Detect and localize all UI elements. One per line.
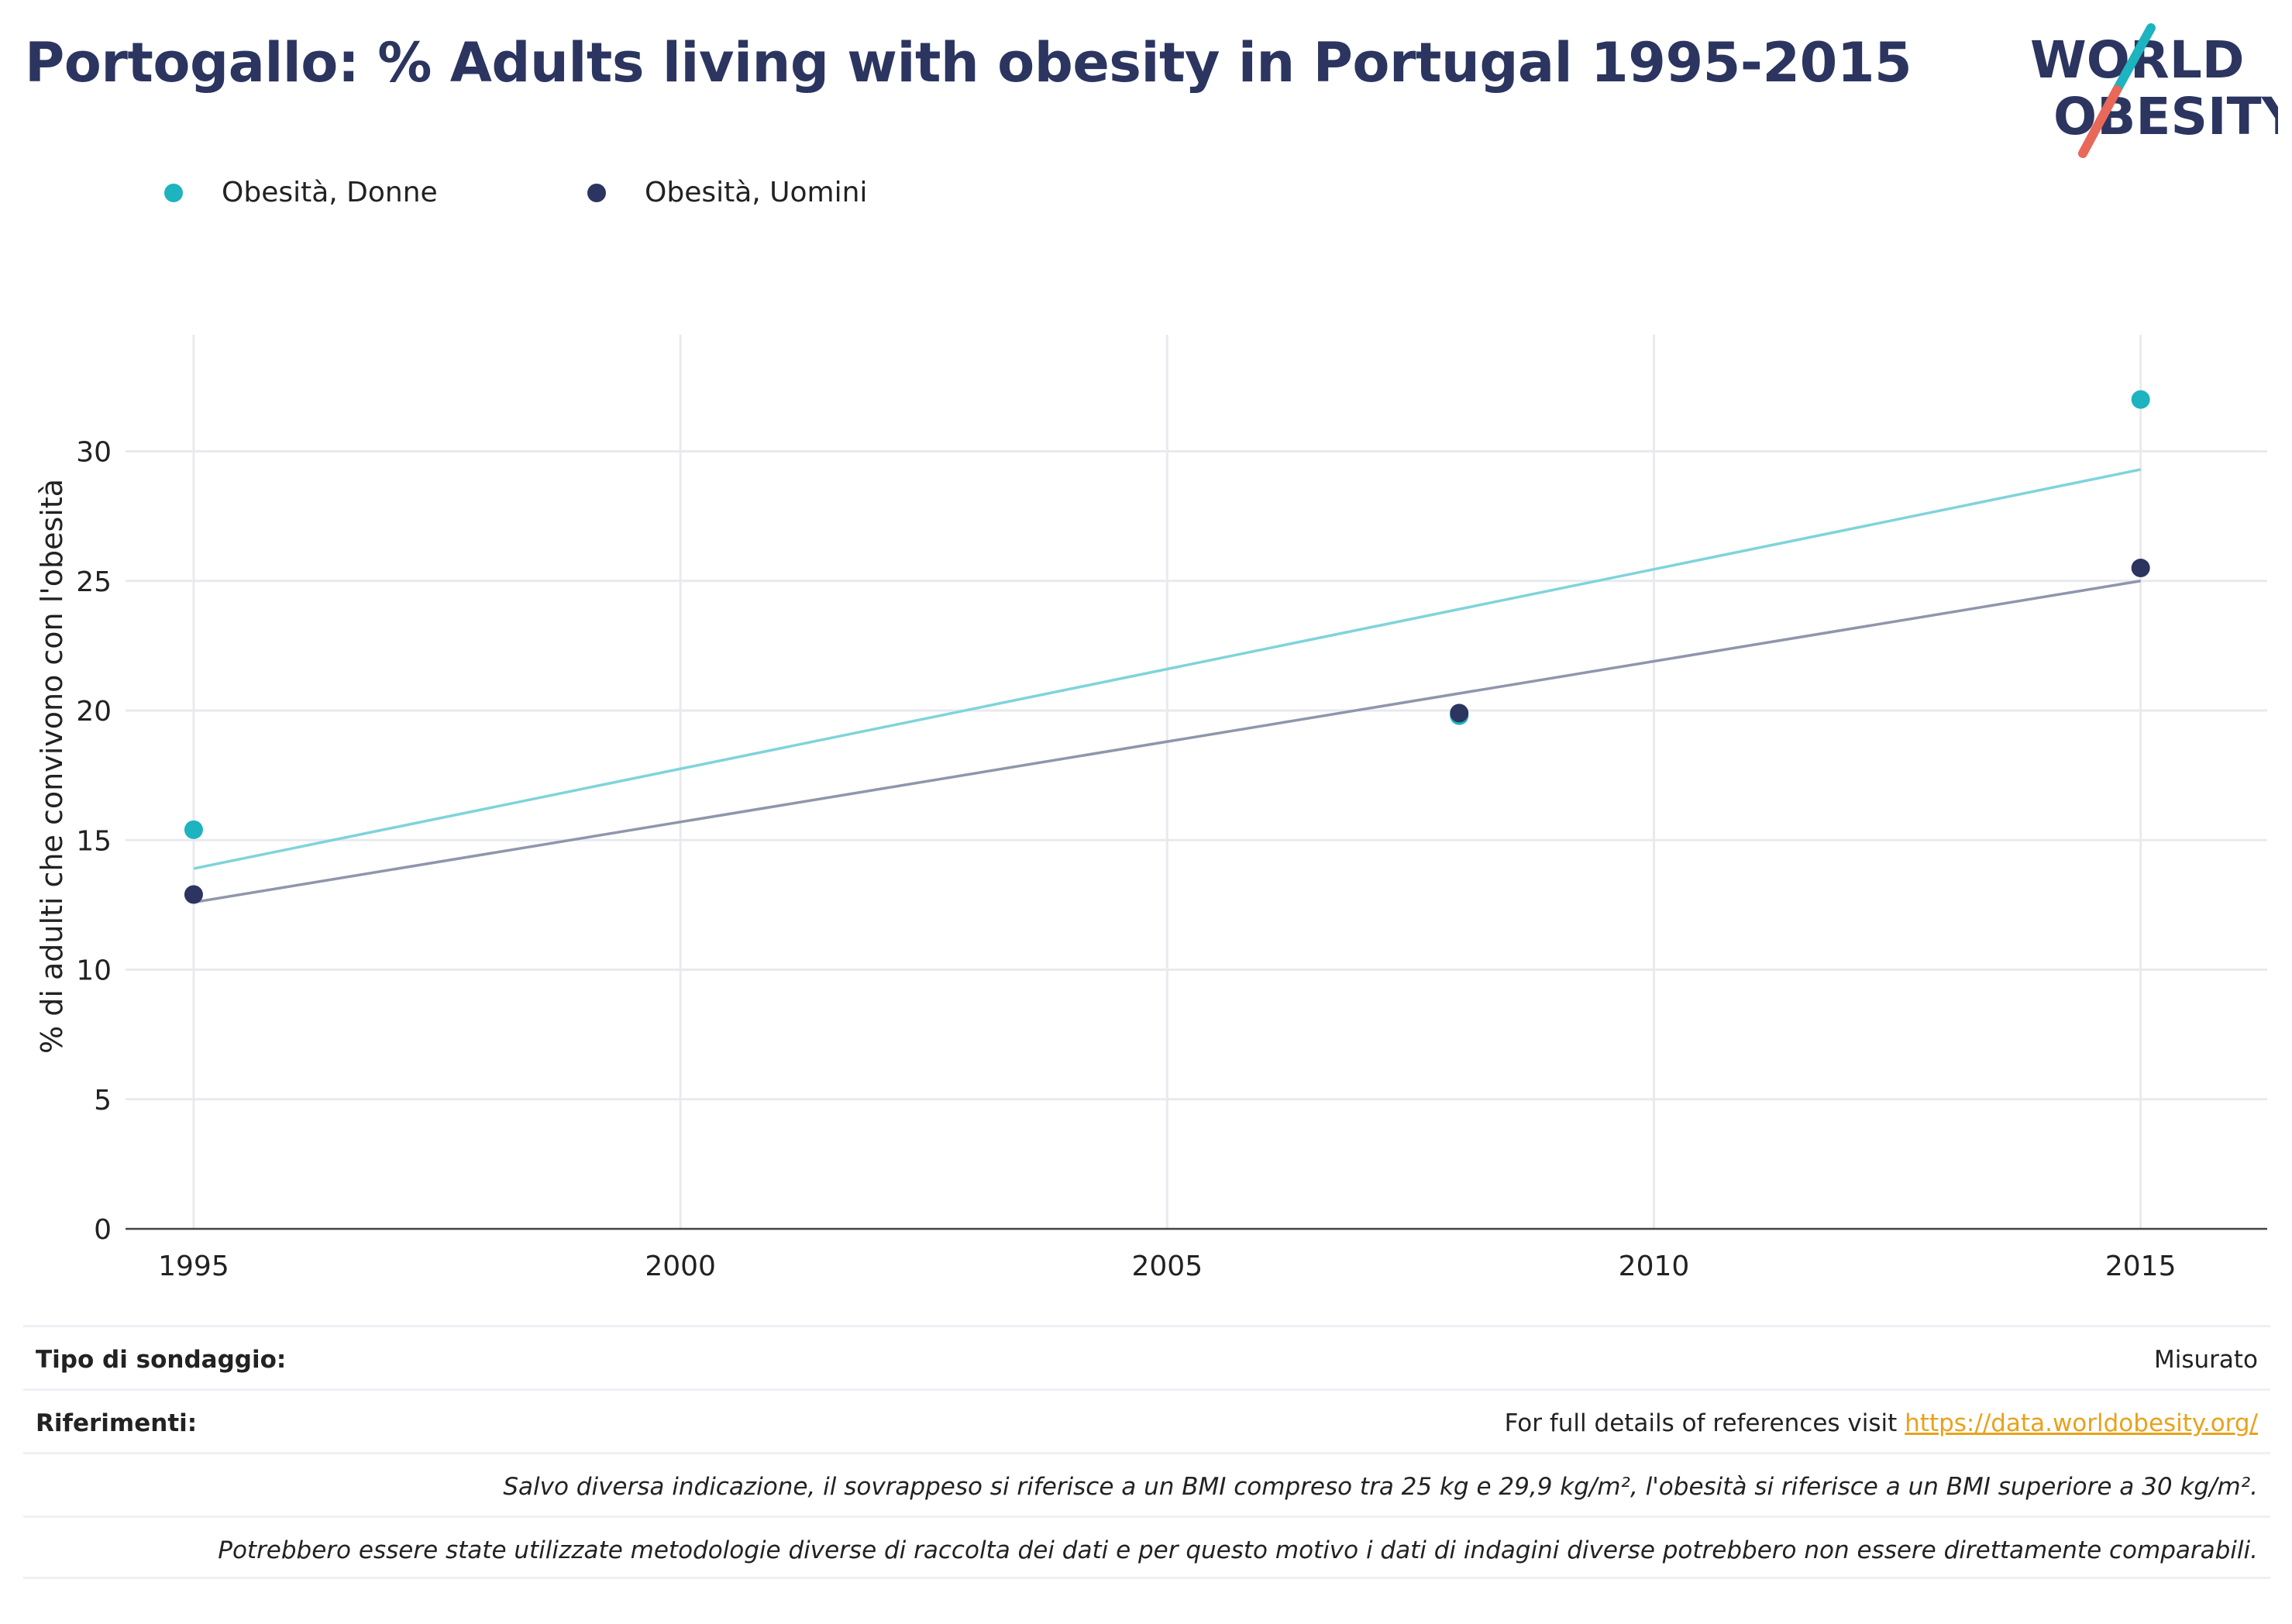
- footer-table: Tipo di sondaggio: Misurato Riferimenti:…: [23, 1325, 2270, 1579]
- data-points: [184, 390, 2150, 904]
- legend-item-women[interactable]: Obesità, Donne: [164, 177, 438, 208]
- y-tick-label-25: 25: [76, 566, 112, 598]
- logo-slash-coral: [2078, 85, 2122, 158]
- x-tick-label-2005: 2005: [1131, 1251, 1203, 1282]
- trend-lines: [193, 468, 2142, 904]
- y-axis-label: % di adulti che convivono con l'obesità: [35, 479, 69, 1054]
- legend-dot-men: [587, 183, 606, 202]
- x-tick-label-2000: 2000: [645, 1251, 716, 1282]
- footer-row-note1: Salvo diversa indicazione, il sovrappeso…: [23, 1452, 2270, 1516]
- data-point-men-2015: [2131, 559, 2150, 578]
- footer-row-note2: Potrebbero essere state utilizzate metod…: [23, 1516, 2270, 1579]
- data-point-men-1995: [184, 885, 203, 904]
- footer-row-references: Riferimenti: For full details of referen…: [23, 1388, 2270, 1452]
- trend-line-women: [193, 468, 2142, 870]
- references-link[interactable]: https://data.worldobesity.org/: [1905, 1409, 2258, 1437]
- tick-labels: 0 5 10 15 20 25 30 1995 2000 2005 2010 2015: [76, 437, 2176, 1282]
- y-tick-label-0: 0: [94, 1214, 112, 1246]
- data-point-women-2015: [2131, 390, 2150, 409]
- y-tick-label-5: 5: [94, 1085, 112, 1116]
- chart-title: Portogallo: % Adults living with obesity…: [25, 31, 1912, 95]
- chart-plot: 0 5 10 15 20 25 30 1995 2000 2005 2010 2015 % di ad…: [35, 335, 2267, 1282]
- y-tick-label-30: 30: [76, 437, 112, 469]
- legend-label-women: Obesità, Donne: [222, 177, 438, 208]
- world-obesity-logo: WORLD OBESITY: [2030, 23, 2278, 158]
- x-tick-label-2015: 2015: [2105, 1251, 2177, 1282]
- legend-dot-women: [164, 183, 183, 202]
- logo-slash-teal: [2112, 23, 2156, 95]
- y-tick-label-10: 10: [76, 955, 112, 987]
- footer-row-survey: Tipo di sondaggio: Misurato: [23, 1325, 2270, 1388]
- references-label: Riferimenti:: [36, 1409, 198, 1437]
- y-tick-label-20: 20: [76, 696, 112, 728]
- legend-label-men: Obesità, Uomini: [645, 177, 868, 208]
- trend-line-men: [193, 580, 2141, 904]
- survey-type-label: Tipo di sondaggio:: [36, 1346, 287, 1374]
- x-tick-label-1995: 1995: [158, 1251, 229, 1282]
- references-value: For full details of references visit htt…: [1505, 1409, 2258, 1437]
- survey-type-value: Misurato: [2153, 1346, 2258, 1374]
- x-tick-label-2010: 2010: [1619, 1251, 1690, 1282]
- data-point-women-1995: [184, 820, 203, 839]
- grid-lines: [126, 335, 2267, 1229]
- methodology-note: Potrebbero essere state utilizzate metod…: [218, 1536, 2258, 1564]
- references-text: For full details of references visit: [1504, 1409, 1905, 1437]
- y-tick-label-15: 15: [76, 825, 112, 857]
- bmi-definition-note: Salvo diversa indicazione, il sovrappeso…: [503, 1473, 2258, 1501]
- legend-item-men[interactable]: Obesità, Uomini: [587, 177, 867, 208]
- data-point-men-2008: [1450, 704, 1469, 723]
